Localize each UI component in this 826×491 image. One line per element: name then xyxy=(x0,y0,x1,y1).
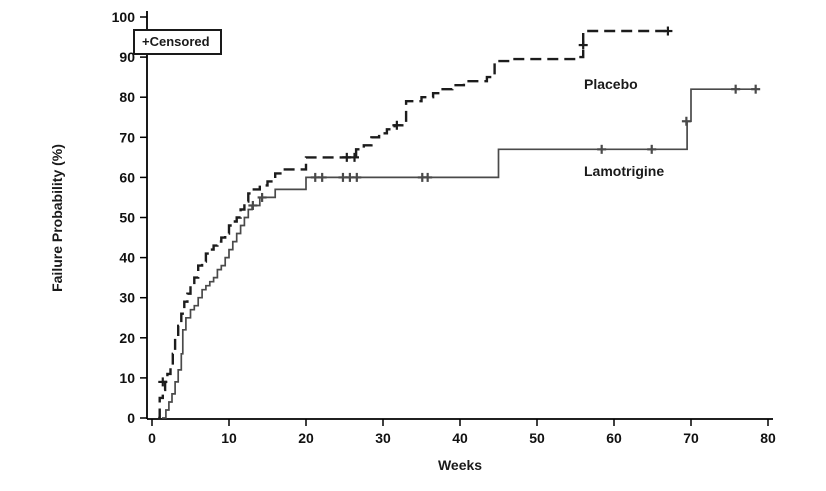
lamotrigine-curve xyxy=(162,88,757,419)
lamotrigine-censor-marks xyxy=(248,84,761,210)
y-tick-label: 80 xyxy=(119,89,135,105)
y-tick-label: 90 xyxy=(119,49,135,65)
x-tick-label: 50 xyxy=(529,430,545,446)
y-tick-label: 30 xyxy=(119,290,135,306)
x-tick-label: 10 xyxy=(221,430,237,446)
x-tick-label: 30 xyxy=(375,430,391,446)
censored-legend: +Censored xyxy=(133,29,222,55)
x-axis-label: Weeks xyxy=(437,457,483,473)
lamotrigine-series-label: Lamotrigine xyxy=(584,163,665,179)
y-tick-label: 60 xyxy=(119,169,135,185)
y-tick-label: 0 xyxy=(127,410,135,426)
y-tick-label: 70 xyxy=(119,129,135,145)
placebo-censor-marks xyxy=(158,26,673,387)
y-tick-label: 100 xyxy=(112,9,136,25)
x-tick-label: 60 xyxy=(606,430,622,446)
x-tick-label: 80 xyxy=(760,430,776,446)
tick-labels: 0 10 20 30 40 50 60 70 80 0 10 20 30 40 50 60 70 80 90 100 xyxy=(112,9,776,446)
x-tick-label: 40 xyxy=(452,430,468,446)
y-axis-label: Failure Probability (%) xyxy=(49,144,65,292)
axes xyxy=(146,11,773,420)
y-tick-label: 40 xyxy=(119,250,135,266)
x-tick-label: 0 xyxy=(148,430,156,446)
y-tick-label: 50 xyxy=(119,210,135,226)
placebo-curve xyxy=(158,29,672,420)
y-tick-label: 10 xyxy=(119,370,135,386)
placebo-series-label: Placebo xyxy=(584,76,638,92)
tick-marks xyxy=(140,16,769,426)
x-tick-label: 20 xyxy=(298,430,314,446)
y-tick-label: 20 xyxy=(119,330,135,346)
x-tick-label: 70 xyxy=(683,430,699,446)
